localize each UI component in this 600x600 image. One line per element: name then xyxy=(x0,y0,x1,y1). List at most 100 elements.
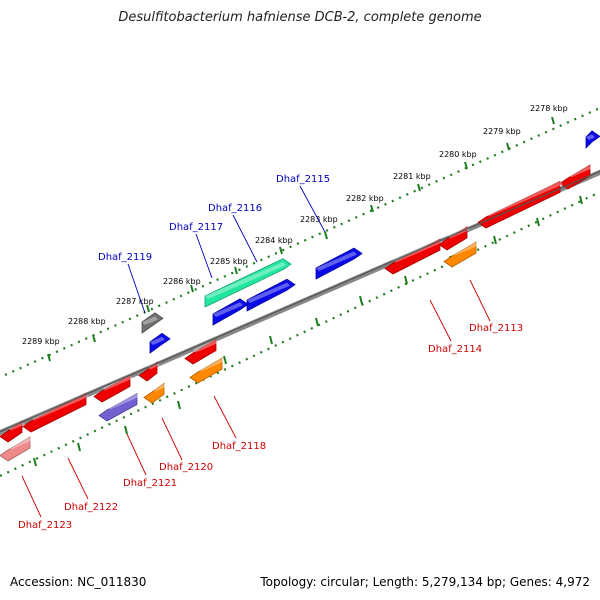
gene-dhaf2121-body[interactable] xyxy=(98,392,138,422)
gene-dhaf2115-body[interactable] xyxy=(315,247,363,280)
gene-reverse-6-body[interactable] xyxy=(0,420,23,443)
inner-ruler-tick xyxy=(404,275,408,285)
gene-dhaf2118-highlight xyxy=(198,358,225,372)
inner-ruler-tick xyxy=(359,295,363,305)
ruler-tick-label: 2279 kbp xyxy=(483,127,521,136)
gene-dhaf2116-highlight xyxy=(205,262,286,299)
inner-ruler-tick xyxy=(315,317,319,327)
gene-dhaf2122-body[interactable] xyxy=(22,393,87,433)
gene-dhaf2122-highlight xyxy=(31,393,89,421)
gene-dhaf2113-body[interactable] xyxy=(443,241,477,268)
ruler-tick-label: 2280 kbp xyxy=(439,150,477,159)
gene-label-forward[interactable]: Dhaf_2117 xyxy=(169,222,223,233)
gene-label-reverse[interactable]: Dhaf_2120 xyxy=(159,462,213,473)
gene-reverse-6-highlight xyxy=(8,421,25,431)
inner-ruler-tick xyxy=(493,235,497,245)
inner-ruler-tick xyxy=(177,400,181,410)
label-leader-line xyxy=(232,214,258,263)
genome-backbone-edge xyxy=(0,170,600,433)
gene-forward-a-body[interactable] xyxy=(212,298,249,326)
gene-dhaf2114[interactable] xyxy=(384,238,443,275)
gene-forward-0-highlight xyxy=(586,134,595,140)
gene-dhaf2118-body[interactable] xyxy=(189,357,223,384)
ruler-tick-label: 2289 kbp xyxy=(22,337,60,346)
gene-dhaf2117[interactable] xyxy=(246,278,296,312)
gene-label-reverse[interactable]: Dhaf_2122 xyxy=(64,502,118,513)
outer-ruler-tick xyxy=(506,142,510,151)
gene-reverse-6[interactable] xyxy=(0,420,25,443)
gene-dhaf2115[interactable] xyxy=(315,247,363,280)
gene-label-reverse[interactable]: Dhaf_2118 xyxy=(212,441,266,452)
accession-text: Accession: NC_011830 xyxy=(10,575,147,589)
gene-dhaf2121[interactable] xyxy=(98,392,140,422)
gene-reverse-0-body[interactable] xyxy=(559,164,591,190)
ruler-tick-label: 2287 kbp xyxy=(116,297,154,306)
label-leader-line xyxy=(469,279,491,322)
ruler-tick-label: 2288 kbp xyxy=(68,317,106,326)
gene-reverse-0[interactable] xyxy=(559,164,593,190)
inner-ruler-tick xyxy=(124,425,128,435)
outer-ruler-tick xyxy=(47,353,51,362)
gene-dhaf2120-body[interactable] xyxy=(143,382,165,404)
outer-ruler-tick xyxy=(234,266,238,275)
inner-ruler-tick xyxy=(579,195,583,205)
gene-reverse-3-highlight xyxy=(193,339,219,353)
label-leader-line xyxy=(213,395,237,439)
gene-forward-a-highlight xyxy=(213,302,243,317)
inner-ruler-tick xyxy=(77,442,81,452)
label-leader-line xyxy=(161,417,183,461)
gene-reverse-3-body[interactable] xyxy=(184,338,217,365)
inner-ruler-track xyxy=(0,191,600,477)
gene-label-reverse[interactable]: Dhaf_2113 xyxy=(469,323,523,334)
gene-reverse-5-body[interactable] xyxy=(93,374,131,403)
gene-reverse-5-highlight xyxy=(102,375,133,391)
gene-dhaf2113-highlight xyxy=(452,242,479,256)
gene-label-forward[interactable]: Dhaf_2116 xyxy=(208,203,262,214)
gene-reverse-5[interactable] xyxy=(93,374,133,403)
outer-ruler-tick xyxy=(417,183,421,192)
label-leader-line xyxy=(299,185,326,233)
gene-dhaf2123-body[interactable] xyxy=(0,436,31,462)
gene-dhaf2122[interactable] xyxy=(22,393,89,433)
gene-label-forward[interactable]: Dhaf_2119 xyxy=(98,252,152,263)
gene-label-forward[interactable]: Dhaf_2115 xyxy=(276,174,330,185)
gene-label-reverse[interactable]: Dhaf_2121 xyxy=(123,478,177,489)
gene-forward-b[interactable] xyxy=(149,332,171,354)
gene-forward-a[interactable] xyxy=(212,298,249,326)
label-leader-line xyxy=(127,263,146,314)
gene-label-reverse[interactable]: Dhaf_2114 xyxy=(428,344,482,355)
gene-dhaf2118[interactable] xyxy=(189,357,225,384)
ruler-tick-label: 2286 kbp xyxy=(163,277,201,286)
gene-reverse-3[interactable] xyxy=(184,338,219,365)
ruler-tick-label: 2285 kbp xyxy=(210,257,248,266)
label-leader-line xyxy=(429,299,452,342)
outer-ruler-tick xyxy=(551,116,555,125)
inner-ruler-tick xyxy=(269,335,273,345)
gene-dhaf2119-body[interactable] xyxy=(141,312,164,334)
ruler-tick-label: 2284 kbp xyxy=(255,236,293,245)
gene-dhaf2119[interactable] xyxy=(141,312,164,334)
gene-dhaf2123-highlight xyxy=(8,436,33,450)
gene-dhaf2120[interactable] xyxy=(143,382,167,404)
gene-dhaf2120-highlight xyxy=(152,383,167,392)
gene-dhaf2117-body[interactable] xyxy=(246,278,296,312)
gene-dhaf2113[interactable] xyxy=(443,241,479,268)
inner-ruler-dots xyxy=(0,191,600,477)
gene-forward-0-body[interactable] xyxy=(585,130,600,149)
ruler-tick-label: 2278 kbp xyxy=(530,104,568,113)
gene-dhaf2116[interactable] xyxy=(204,258,292,308)
gene-label-reverse[interactable]: Dhaf_2123 xyxy=(18,520,72,531)
gene-features xyxy=(0,130,600,462)
gene-dhaf2123[interactable] xyxy=(0,436,33,462)
outer-ruler-tick xyxy=(146,304,150,313)
gene-dhaf2119-highlight xyxy=(142,316,158,325)
gene-reverse-0-highlight xyxy=(568,164,593,178)
gene-reverse-1[interactable] xyxy=(477,180,563,229)
outer-ruler-tick xyxy=(92,334,96,343)
gene-dhaf2116-body[interactable] xyxy=(204,258,292,308)
gene-forward-0[interactable] xyxy=(585,130,600,149)
gene-forward-b-body[interactable] xyxy=(149,332,171,354)
label-leader-line xyxy=(195,233,213,279)
outer-ruler-tick xyxy=(370,204,374,213)
